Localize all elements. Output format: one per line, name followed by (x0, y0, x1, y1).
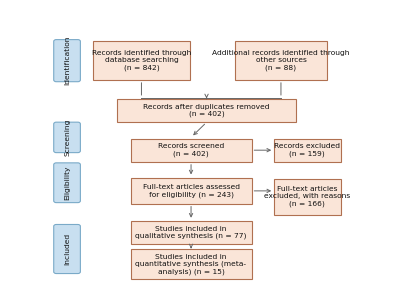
FancyBboxPatch shape (54, 163, 80, 203)
FancyBboxPatch shape (93, 41, 190, 80)
FancyBboxPatch shape (131, 178, 252, 204)
Text: Records excluded
(n = 159): Records excluded (n = 159) (274, 143, 340, 157)
FancyBboxPatch shape (131, 221, 252, 244)
FancyBboxPatch shape (131, 249, 252, 279)
FancyBboxPatch shape (117, 99, 296, 122)
Text: Additional records identified through
other sources
(n = 88): Additional records identified through ot… (212, 50, 350, 71)
Text: Screening: Screening (64, 119, 70, 156)
Text: Records after duplicates removed
(n = 402): Records after duplicates removed (n = 40… (143, 104, 270, 117)
Text: Included: Included (64, 233, 70, 265)
FancyBboxPatch shape (131, 139, 252, 162)
Text: Full-text articles assessed
for eligibility (n = 243): Full-text articles assessed for eligibil… (142, 184, 240, 198)
Text: Full-text articles
excluded, with reasons
(n = 166): Full-text articles excluded, with reason… (264, 186, 350, 207)
FancyBboxPatch shape (54, 40, 80, 82)
FancyBboxPatch shape (235, 41, 327, 80)
Text: Identification: Identification (64, 36, 70, 85)
Text: Studies included in
quantitative synthesis (meta-
analysis) (n = 15): Studies included in quantitative synthes… (136, 254, 247, 275)
Text: Eligibility: Eligibility (64, 165, 70, 200)
Text: Studies included in
qualitative synthesis (n = 77): Studies included in qualitative synthesi… (135, 226, 247, 239)
FancyBboxPatch shape (54, 224, 80, 274)
Text: Records screened
(n = 402): Records screened (n = 402) (158, 143, 224, 157)
FancyBboxPatch shape (54, 122, 80, 153)
FancyBboxPatch shape (274, 179, 341, 215)
FancyBboxPatch shape (274, 139, 341, 162)
Text: Records identified through
database searching
(n = 842): Records identified through database sear… (92, 50, 191, 71)
